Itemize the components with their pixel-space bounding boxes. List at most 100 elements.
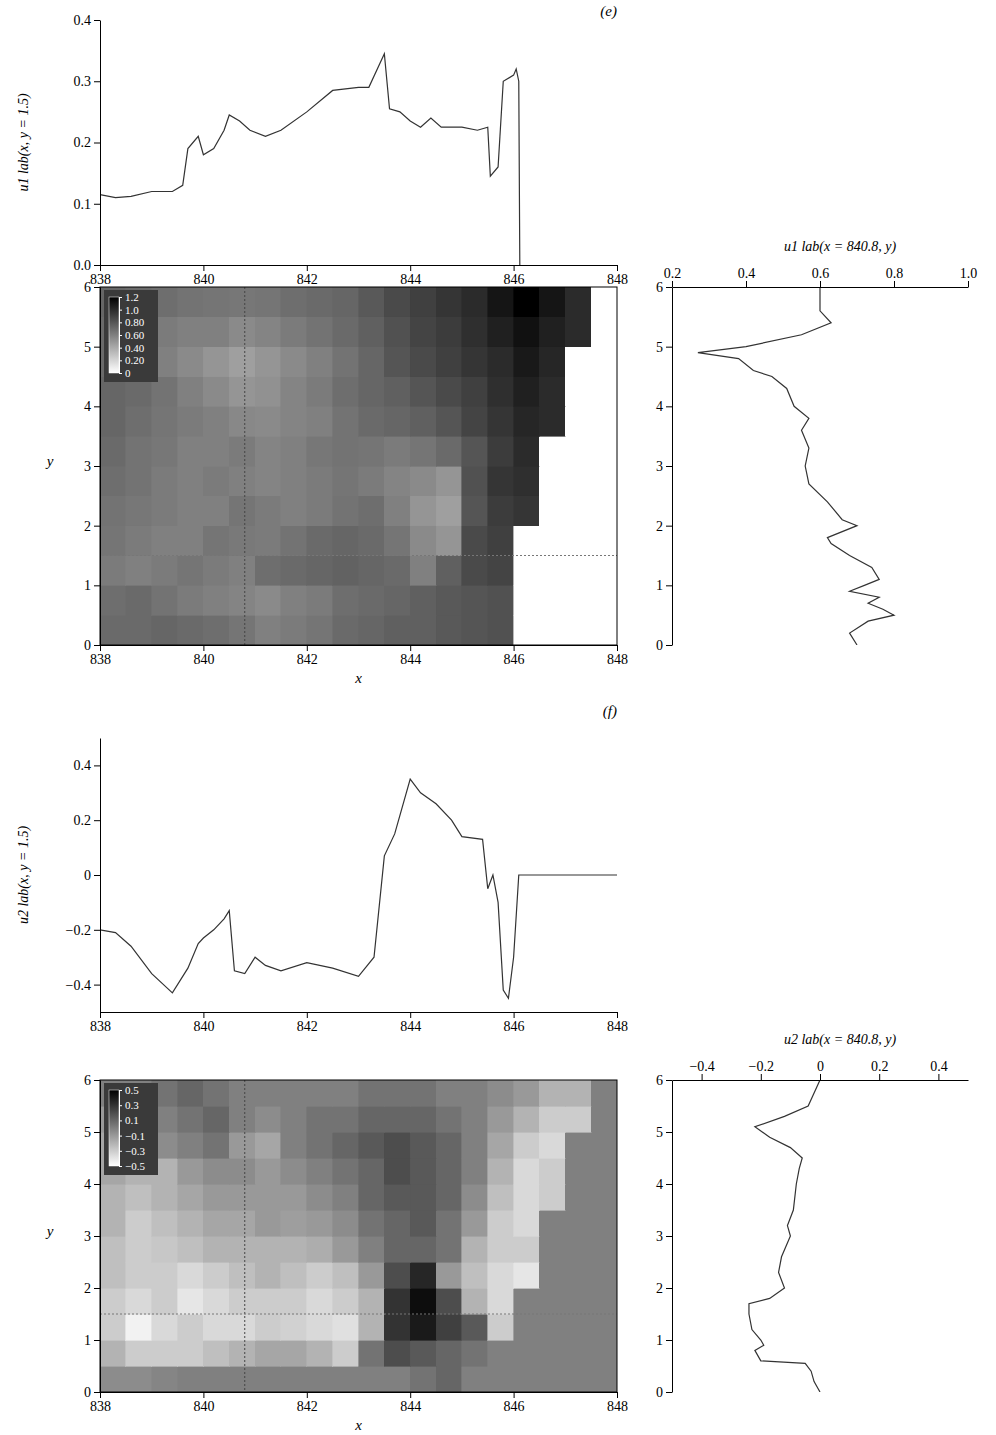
cell [100,1210,126,1236]
tick-mark [617,1392,618,1398]
cell [126,1288,152,1314]
cell [281,287,307,317]
cell [307,317,333,347]
cell [307,1132,333,1158]
cell [100,496,126,526]
cell [229,1262,255,1288]
cell [307,1210,333,1236]
cell [462,466,488,496]
cell [229,1314,255,1340]
tick-mark [94,20,100,21]
cell [100,556,126,586]
cell [565,1366,591,1392]
tick-label: 0.6 [812,266,830,281]
cell [384,615,410,645]
axis-line [101,1392,618,1393]
tick-label: 0.2 [74,813,92,828]
cell [178,1184,204,1210]
tick: 6 [84,1073,100,1088]
figure: 8388408428448468480.00.10.20.30.4u1 lab(… [0,0,996,1435]
cell [539,347,565,377]
cell [539,615,565,645]
cell [203,1340,229,1366]
cut-line [100,555,617,556]
cell [100,436,126,466]
tick-mark [94,1340,100,1341]
tick-mark [119,1151,122,1152]
cell [514,1158,540,1184]
cell [514,1132,540,1158]
color-scale [109,1090,119,1166]
tick-mark [666,406,672,407]
tick-mark [203,645,204,651]
cell [591,1366,617,1392]
cell [281,1288,307,1314]
cell [488,377,514,407]
cell [333,1184,359,1210]
tick-mark [938,1074,939,1080]
tick-mark [968,281,969,287]
cell [126,1262,152,1288]
tick: 0.1 [119,1114,139,1126]
cell [255,1210,281,1236]
axis-title: u1 lab(x = 840.8, y) [784,239,896,255]
tick-mark [119,373,122,374]
cell [462,1184,488,1210]
cell [333,1210,359,1236]
cell [410,406,436,436]
tick-mark [410,1392,411,1398]
cell [100,1366,126,1392]
tick-mark [666,1184,672,1185]
tick-label: 6 [656,280,663,295]
tick-label: 0.40 [125,342,145,354]
cell [591,1314,617,1340]
cut-line [244,287,245,645]
cell [255,436,281,466]
tick-label: 3 [84,1229,91,1244]
cell [152,1340,178,1366]
tick-mark [94,204,100,205]
tick: 844 [400,265,421,287]
tick-label: 0.2 [871,1059,889,1074]
cell [410,377,436,407]
cell [462,615,488,645]
cell [203,556,229,586]
cell [384,1184,410,1210]
cell [539,1080,565,1106]
tick-mark [119,348,122,349]
cell [565,406,591,436]
tick: 0.2 [74,813,101,828]
cell [410,317,436,347]
axis-line [101,645,618,646]
cell [565,377,591,407]
tick-label: 6 [656,1073,663,1088]
cell [565,436,591,466]
tick-mark [514,1392,515,1398]
tick: 0 [656,638,672,653]
cell [359,377,385,407]
cell [514,347,540,377]
tick-label: 838 [90,1019,111,1034]
cell [514,1314,540,1340]
cell [307,1366,333,1392]
cell [539,1236,565,1262]
cell [203,526,229,556]
cell [255,1184,281,1210]
cell [436,1262,462,1288]
cell [384,1236,410,1262]
cell [203,1184,229,1210]
cell [255,406,281,436]
cell [281,1210,307,1236]
cell [565,496,591,526]
tick-mark [666,466,672,467]
cell [126,1314,152,1340]
cell [488,496,514,526]
cell [333,466,359,496]
tick: 842 [297,1392,318,1414]
cell [436,1288,462,1314]
cell [359,1080,385,1106]
cell [436,287,462,317]
cell [203,1314,229,1340]
tick: 838 [90,1012,111,1034]
cell [178,406,204,436]
